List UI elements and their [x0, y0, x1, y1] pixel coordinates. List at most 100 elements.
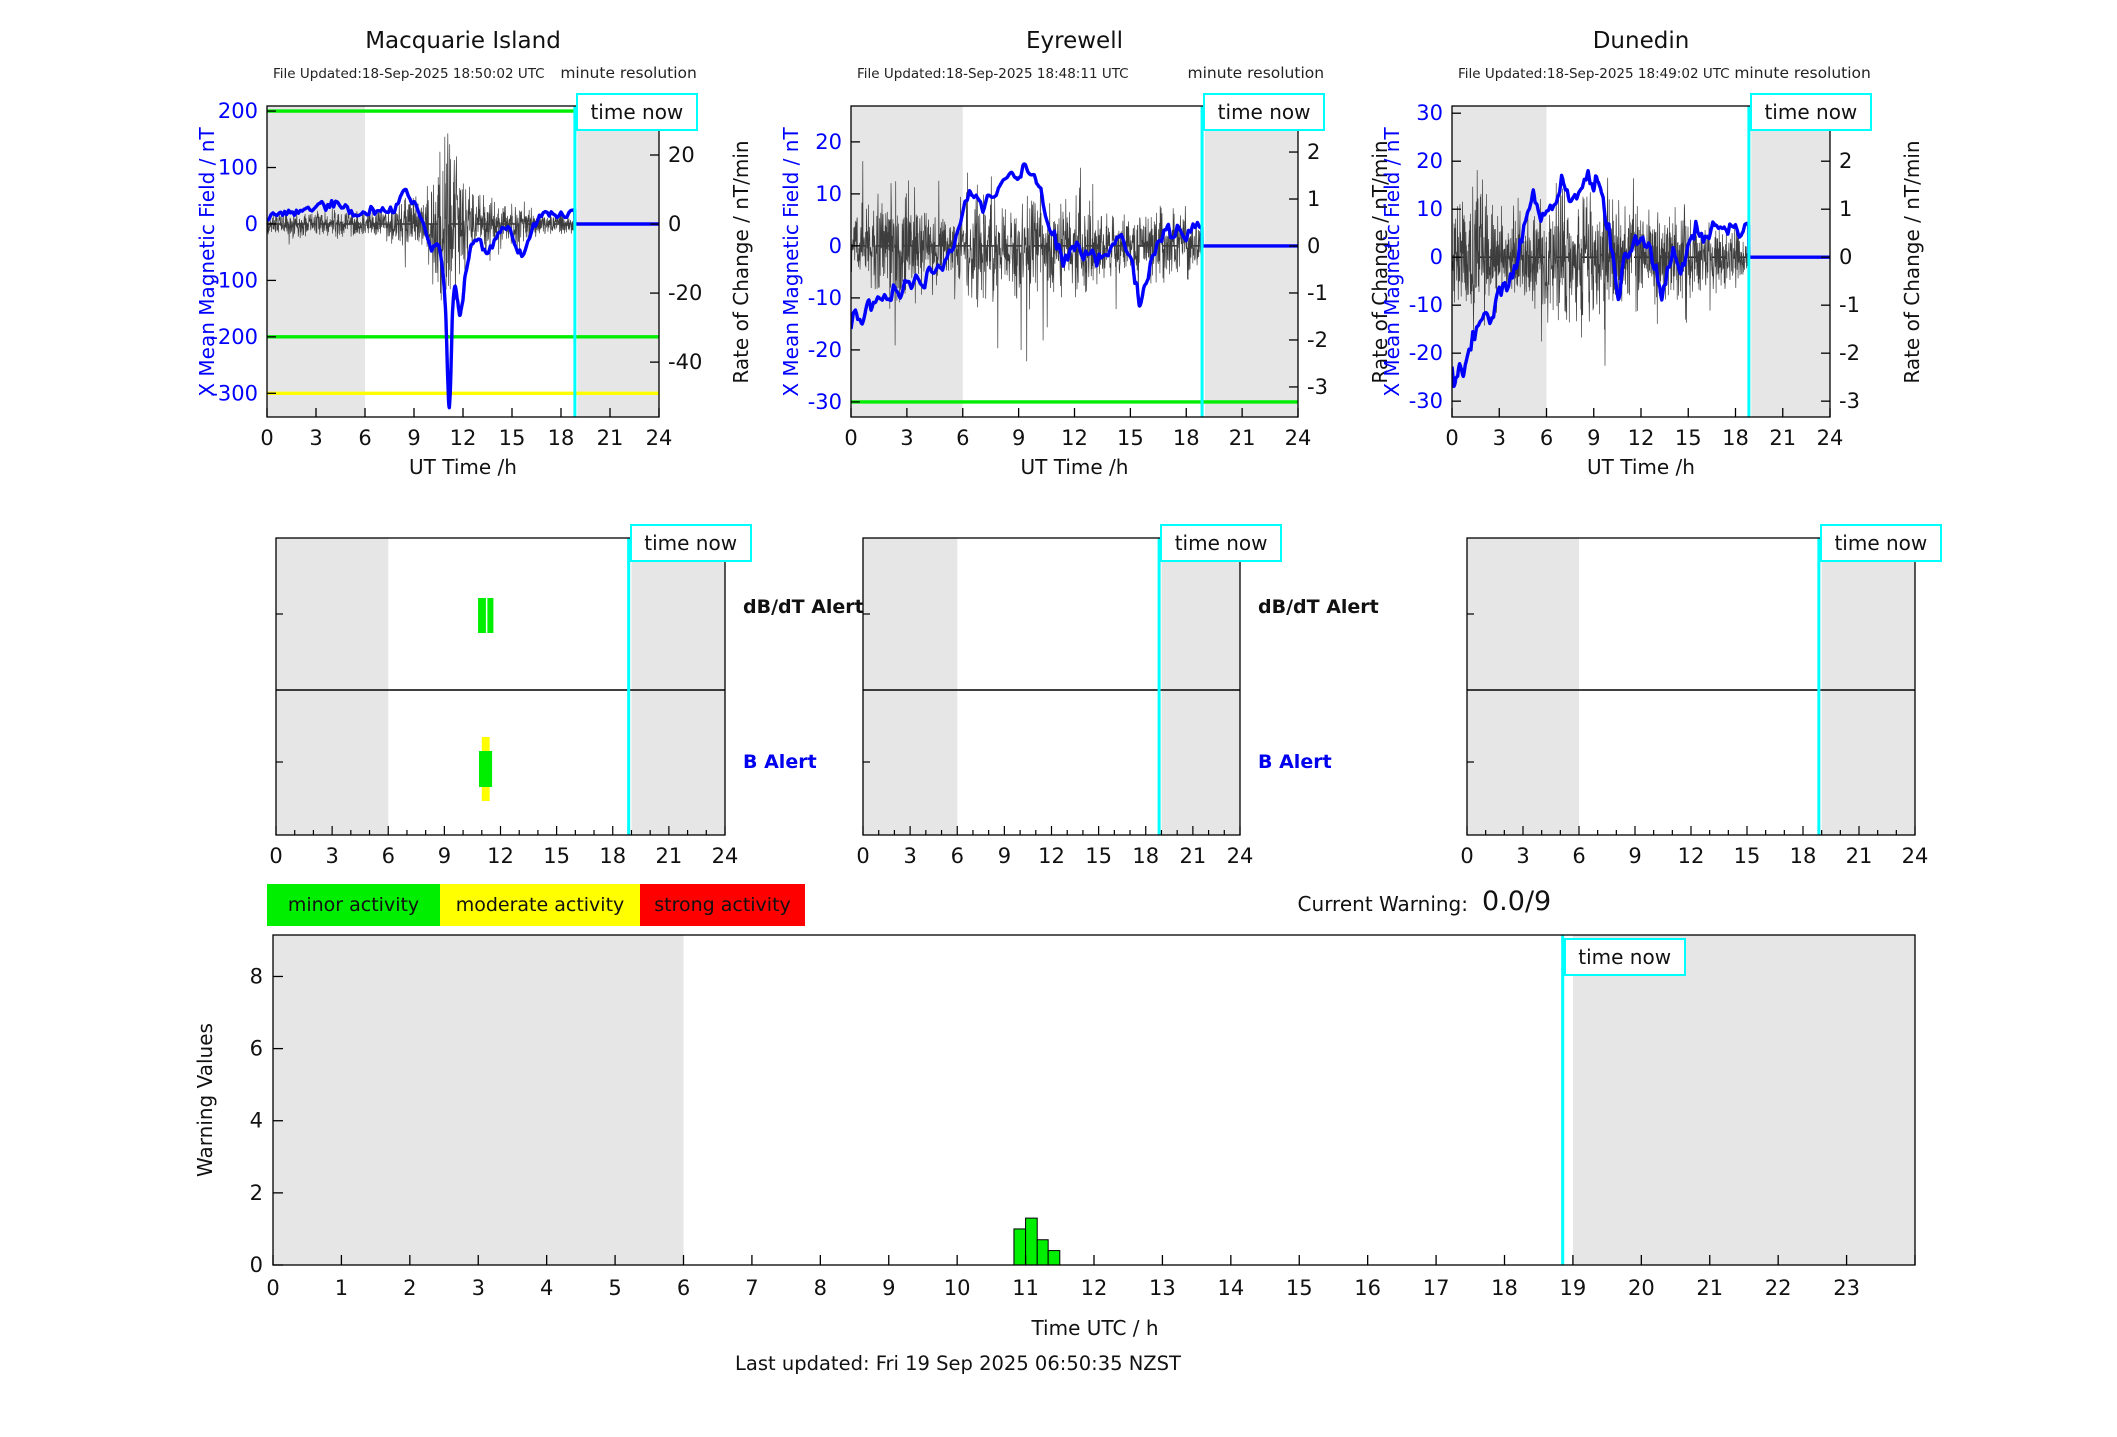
x-tick-label: 18: [1491, 1276, 1518, 1300]
night-shade-region: [273, 935, 684, 1265]
x-tick-label: 18: [1722, 426, 1749, 450]
warning-values-axis-label: Warning Values: [193, 1023, 217, 1177]
x-tick-label: 24: [1902, 844, 1929, 868]
mean-field-trace: [851, 162, 1298, 330]
x-tick-label: 6: [677, 1276, 690, 1300]
x-tick-label: 3: [900, 426, 913, 450]
night-shade-region: [577, 106, 659, 417]
minute-resolution-label: minute resolution: [1734, 64, 1871, 82]
right-tick-label: 0: [1307, 234, 1320, 258]
warning-values-chart: 0 1 2 3 4 5 6 7 8 9 10 11 12 13 14 15 16 17 18 19 20 21 22 2302…: [250, 934, 1916, 1300]
right-tick-label: -2: [1839, 341, 1860, 365]
x-tick-label: 18: [548, 426, 575, 450]
x-tick-label: 20: [1628, 1276, 1655, 1300]
alert-panel-eyrewell: 0 3 6 9 12 15 18 21 24: [856, 537, 1253, 868]
x-tick-label: 18: [1132, 844, 1159, 868]
alert-panel-dunedin: 0 3 6 9 12 15 18 21 24: [1460, 537, 1929, 868]
last-updated-text: Last updated: Fri 19 Sep 2025 06:50:35 N…: [735, 1352, 1181, 1375]
x-tick-label: 15: [1286, 1276, 1313, 1300]
ut-time-axis-label: UT Time /h: [1020, 455, 1129, 479]
night-shade-region: [1821, 538, 1915, 835]
x-tick-label: 24: [712, 844, 739, 868]
dbdt-alert-label: dB/dT Alert: [1258, 596, 1379, 618]
x-tick-label: 9: [1587, 426, 1600, 450]
x-tick-label: 21: [1846, 844, 1873, 868]
warning-bar: [1047, 1250, 1061, 1266]
ut-time-axis-label: UT Time /h: [1587, 455, 1695, 479]
x-tick-label: 6: [358, 426, 371, 450]
x-tick-label: 12: [1678, 844, 1705, 868]
time-now-flag: time now: [1160, 524, 1283, 562]
x-tick-label: 9: [1628, 844, 1641, 868]
right-tick-label: 1: [1839, 197, 1852, 221]
dbdt-alert-label: dB/dT Alert: [743, 596, 864, 618]
x-tick-label: 8: [814, 1276, 827, 1300]
y-tick-label: 8: [250, 964, 263, 988]
x-tick-label: 23: [1833, 1276, 1860, 1300]
time-now-flag: time now: [629, 524, 752, 562]
left-axis-label: X Mean Magnetic Field / nT: [195, 126, 219, 397]
x-tick-label: 9: [438, 844, 451, 868]
warning-bar: [1036, 1239, 1049, 1266]
x-tick-label: 15: [1085, 844, 1112, 868]
x-tick-label: 10: [944, 1276, 971, 1300]
left-tick-label: -200: [210, 325, 258, 349]
x-tick-label: 13: [1149, 1276, 1176, 1300]
left-tick-label: 0: [1430, 245, 1443, 269]
time-now-flag: time now: [1819, 524, 1942, 562]
right-tick-label: -3: [1839, 389, 1860, 413]
station-plot-macquarie-island: 0 3 6 9 12 15 18 21 242001000-100-200-300200-20-…: [210, 99, 702, 450]
x-tick-label: 3: [903, 844, 916, 868]
activity-legend-minor: minor activity: [267, 884, 440, 926]
x-tick-label: 7: [745, 1276, 758, 1300]
warning-bar: [1025, 1217, 1038, 1266]
x-tick-label: 1: [335, 1276, 348, 1300]
mean-field-trace: [1452, 168, 1830, 389]
left-tick-label: -10: [1409, 293, 1443, 317]
current-warning-label: Current Warning:: [1297, 892, 1468, 916]
right-tick-label: -40: [668, 350, 702, 374]
x-tick-label: 2: [403, 1276, 416, 1300]
rate-of-change-trace: [851, 161, 1203, 362]
b-alert-label: B Alert: [743, 751, 817, 773]
time-utc-axis-label: Time UTC / h: [1031, 1316, 1159, 1340]
time-now-flag: time now: [575, 93, 698, 131]
right-tick-label: 20: [668, 143, 695, 167]
dbdt-alert-bar: [487, 598, 494, 633]
right-tick-label: -1: [1839, 293, 1860, 317]
plot-title: Macquarie Island: [365, 28, 561, 54]
left-tick-label: 10: [1416, 197, 1443, 221]
night-shade-region: [1204, 106, 1298, 417]
right-tick-label: 0: [1839, 245, 1852, 269]
activity-legend-label: strong activity: [654, 894, 791, 916]
left-tick-label: -20: [1409, 341, 1443, 365]
right-tick-label: -3: [1307, 375, 1328, 399]
left-tick-label: -10: [808, 286, 842, 310]
x-tick-label: 12: [487, 844, 514, 868]
right-tick-label: -20: [668, 281, 702, 305]
left-tick-label: 200: [218, 99, 258, 123]
x-tick-label: 0: [266, 1276, 279, 1300]
x-tick-label: 21: [1769, 426, 1796, 450]
x-tick-label: 0: [260, 426, 273, 450]
left-tick-label: 100: [218, 156, 258, 180]
x-tick-label: 17: [1423, 1276, 1450, 1300]
night-shade-region: [276, 538, 389, 835]
x-tick-label: 24: [1817, 426, 1844, 450]
x-tick-label: 16: [1354, 1276, 1381, 1300]
x-tick-label: 3: [472, 1276, 485, 1300]
left-tick-label: -30: [1409, 389, 1443, 413]
b-alert-bar: [478, 751, 493, 787]
mean-field-trace: [267, 187, 659, 410]
plot-title: Eyrewell: [1026, 28, 1123, 54]
right-tick-label: 2: [1307, 140, 1320, 164]
current-warning-value: 0.0/9: [1482, 886, 1552, 917]
night-shade-region: [1467, 538, 1579, 835]
x-tick-label: 0: [1460, 844, 1473, 868]
x-tick-label: 15: [543, 844, 570, 868]
activity-legend-strong: strong activity: [640, 884, 805, 926]
activity-legend-moderate: moderate activity: [440, 884, 640, 926]
